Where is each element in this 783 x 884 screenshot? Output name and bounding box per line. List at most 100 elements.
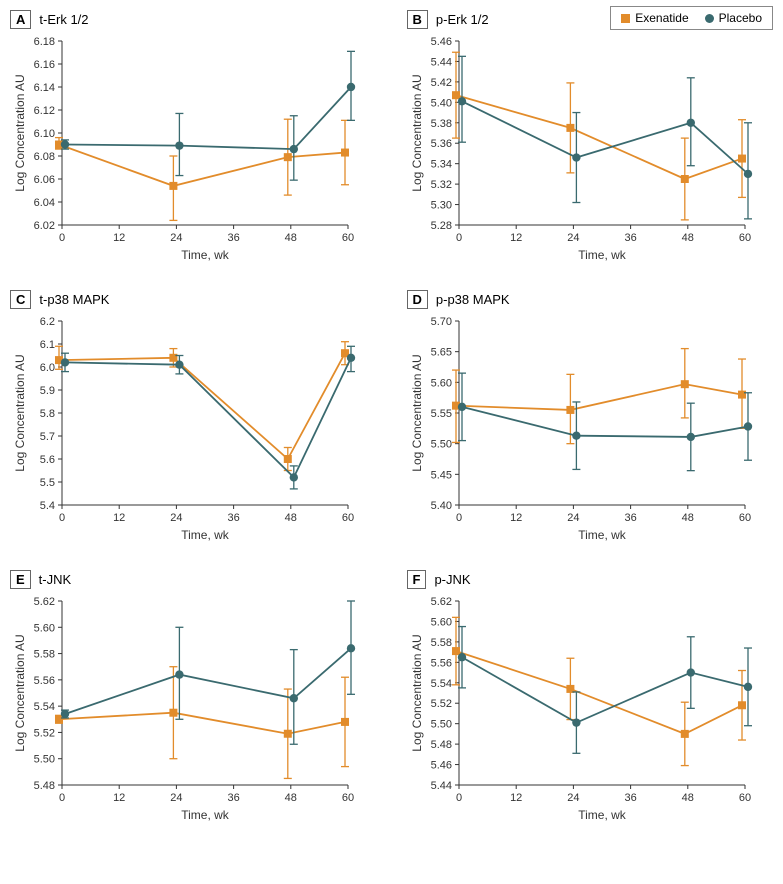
- legend-label: Placebo: [719, 11, 762, 25]
- svg-text:5.62: 5.62: [430, 596, 451, 608]
- svg-text:5.46: 5.46: [430, 760, 451, 772]
- svg-text:0: 0: [59, 232, 65, 244]
- svg-text:60: 60: [342, 512, 354, 524]
- svg-text:6.02: 6.02: [34, 220, 55, 232]
- svg-text:24: 24: [170, 512, 182, 524]
- legend: Exenatide Placebo: [610, 6, 773, 30]
- svg-text:5.54: 5.54: [430, 678, 451, 690]
- panel-title: t-JNK: [39, 572, 72, 587]
- svg-text:5.9: 5.9: [40, 385, 55, 397]
- panel-header: Ct-p38 MAPK: [10, 290, 377, 309]
- chart-svg: 5.405.455.505.555.605.655.7001224364860L…: [407, 315, 757, 545]
- panel-letter: D: [407, 290, 428, 309]
- svg-text:5.45: 5.45: [430, 469, 451, 481]
- svg-text:5.62: 5.62: [34, 596, 55, 608]
- svg-text:5.50: 5.50: [430, 719, 451, 731]
- panel-title: t-Erk 1/2: [39, 12, 88, 27]
- svg-text:5.70: 5.70: [430, 316, 451, 328]
- svg-text:48: 48: [681, 512, 693, 524]
- svg-text:48: 48: [681, 232, 693, 244]
- svg-text:36: 36: [624, 232, 636, 244]
- svg-text:36: 36: [227, 512, 239, 524]
- svg-text:6.14: 6.14: [34, 82, 55, 94]
- panel-letter: F: [407, 570, 427, 589]
- svg-text:5.5: 5.5: [40, 477, 55, 489]
- svg-text:5.52: 5.52: [430, 698, 451, 710]
- panel-title: t-p38 MAPK: [39, 292, 109, 307]
- svg-text:0: 0: [455, 792, 461, 804]
- svg-text:60: 60: [738, 792, 750, 804]
- svg-text:60: 60: [342, 792, 354, 804]
- panel-title: p-JNK: [434, 572, 470, 587]
- svg-text:Time, wk: Time, wk: [181, 528, 230, 542]
- svg-text:5.6: 5.6: [40, 454, 55, 466]
- svg-text:0: 0: [59, 792, 65, 804]
- svg-text:5.44: 5.44: [430, 56, 451, 68]
- svg-text:5.50: 5.50: [34, 754, 55, 766]
- svg-text:Time, wk: Time, wk: [578, 248, 627, 262]
- svg-text:48: 48: [285, 792, 297, 804]
- svg-text:5.34: 5.34: [430, 159, 451, 171]
- svg-text:5.58: 5.58: [34, 649, 55, 661]
- chart-grid: At-Erk 1/26.026.046.066.086.106.126.146.…: [10, 10, 773, 830]
- svg-text:36: 36: [227, 232, 239, 244]
- svg-text:0: 0: [455, 512, 461, 524]
- svg-text:6.08: 6.08: [34, 151, 55, 163]
- svg-text:6.12: 6.12: [34, 105, 55, 117]
- svg-text:60: 60: [342, 232, 354, 244]
- svg-text:12: 12: [113, 512, 125, 524]
- svg-text:5.60: 5.60: [430, 377, 451, 389]
- svg-text:12: 12: [113, 232, 125, 244]
- svg-text:12: 12: [510, 512, 522, 524]
- svg-text:5.48: 5.48: [34, 780, 55, 792]
- panel-e: Et-JNK5.485.505.525.545.565.585.605.6201…: [10, 570, 377, 830]
- panel-header: At-Erk 1/2: [10, 10, 377, 29]
- svg-text:24: 24: [567, 792, 579, 804]
- svg-text:6.10: 6.10: [34, 128, 55, 140]
- svg-text:5.54: 5.54: [34, 701, 55, 713]
- circle-icon: [705, 14, 714, 23]
- panel-c: Ct-p38 MAPK5.45.55.65.75.85.96.06.16.201…: [10, 290, 377, 550]
- svg-text:24: 24: [567, 512, 579, 524]
- panel-f: Fp-JNK5.445.465.485.505.525.545.565.585.…: [407, 570, 774, 830]
- legend-item: Exenatide: [621, 11, 688, 25]
- svg-text:Log Concentration AU: Log Concentration AU: [410, 74, 424, 191]
- svg-text:Time, wk: Time, wk: [181, 248, 230, 262]
- panel-letter: B: [407, 10, 428, 29]
- svg-text:Log Concentration AU: Log Concentration AU: [13, 74, 27, 191]
- panel-title: p-p38 MAPK: [436, 292, 510, 307]
- panel-header: Fp-JNK: [407, 570, 774, 589]
- panel-d: Dp-p38 MAPK5.405.455.505.555.605.655.700…: [407, 290, 774, 550]
- svg-text:6.2: 6.2: [40, 316, 55, 328]
- svg-text:5.58: 5.58: [430, 637, 451, 649]
- svg-text:Log Concentration AU: Log Concentration AU: [13, 354, 27, 471]
- chart-svg: 5.285.305.325.345.365.385.405.425.445.46…: [407, 35, 757, 265]
- svg-text:5.65: 5.65: [430, 347, 451, 359]
- svg-text:5.30: 5.30: [430, 200, 451, 212]
- svg-text:6.16: 6.16: [34, 59, 55, 71]
- svg-text:5.4: 5.4: [40, 500, 55, 512]
- legend-label: Exenatide: [635, 11, 688, 25]
- svg-text:36: 36: [624, 512, 636, 524]
- svg-text:48: 48: [285, 232, 297, 244]
- svg-text:24: 24: [170, 232, 182, 244]
- panel-header: Et-JNK: [10, 570, 377, 589]
- panel-a: At-Erk 1/26.026.046.066.086.106.126.146.…: [10, 10, 377, 270]
- svg-text:48: 48: [285, 512, 297, 524]
- svg-text:12: 12: [510, 232, 522, 244]
- svg-text:5.60: 5.60: [430, 616, 451, 628]
- panel-title: p-Erk 1/2: [436, 12, 489, 27]
- svg-text:6.06: 6.06: [34, 174, 55, 186]
- svg-text:36: 36: [227, 792, 239, 804]
- svg-text:12: 12: [113, 792, 125, 804]
- svg-text:5.50: 5.50: [430, 439, 451, 451]
- svg-text:5.46: 5.46: [430, 36, 451, 48]
- svg-text:5.38: 5.38: [430, 118, 451, 130]
- svg-text:0: 0: [59, 512, 65, 524]
- svg-text:5.44: 5.44: [430, 780, 451, 792]
- svg-text:Time, wk: Time, wk: [181, 808, 230, 822]
- square-icon: [621, 14, 630, 23]
- svg-text:5.42: 5.42: [430, 77, 451, 89]
- svg-text:Time, wk: Time, wk: [578, 808, 627, 822]
- panel-letter: E: [10, 570, 31, 589]
